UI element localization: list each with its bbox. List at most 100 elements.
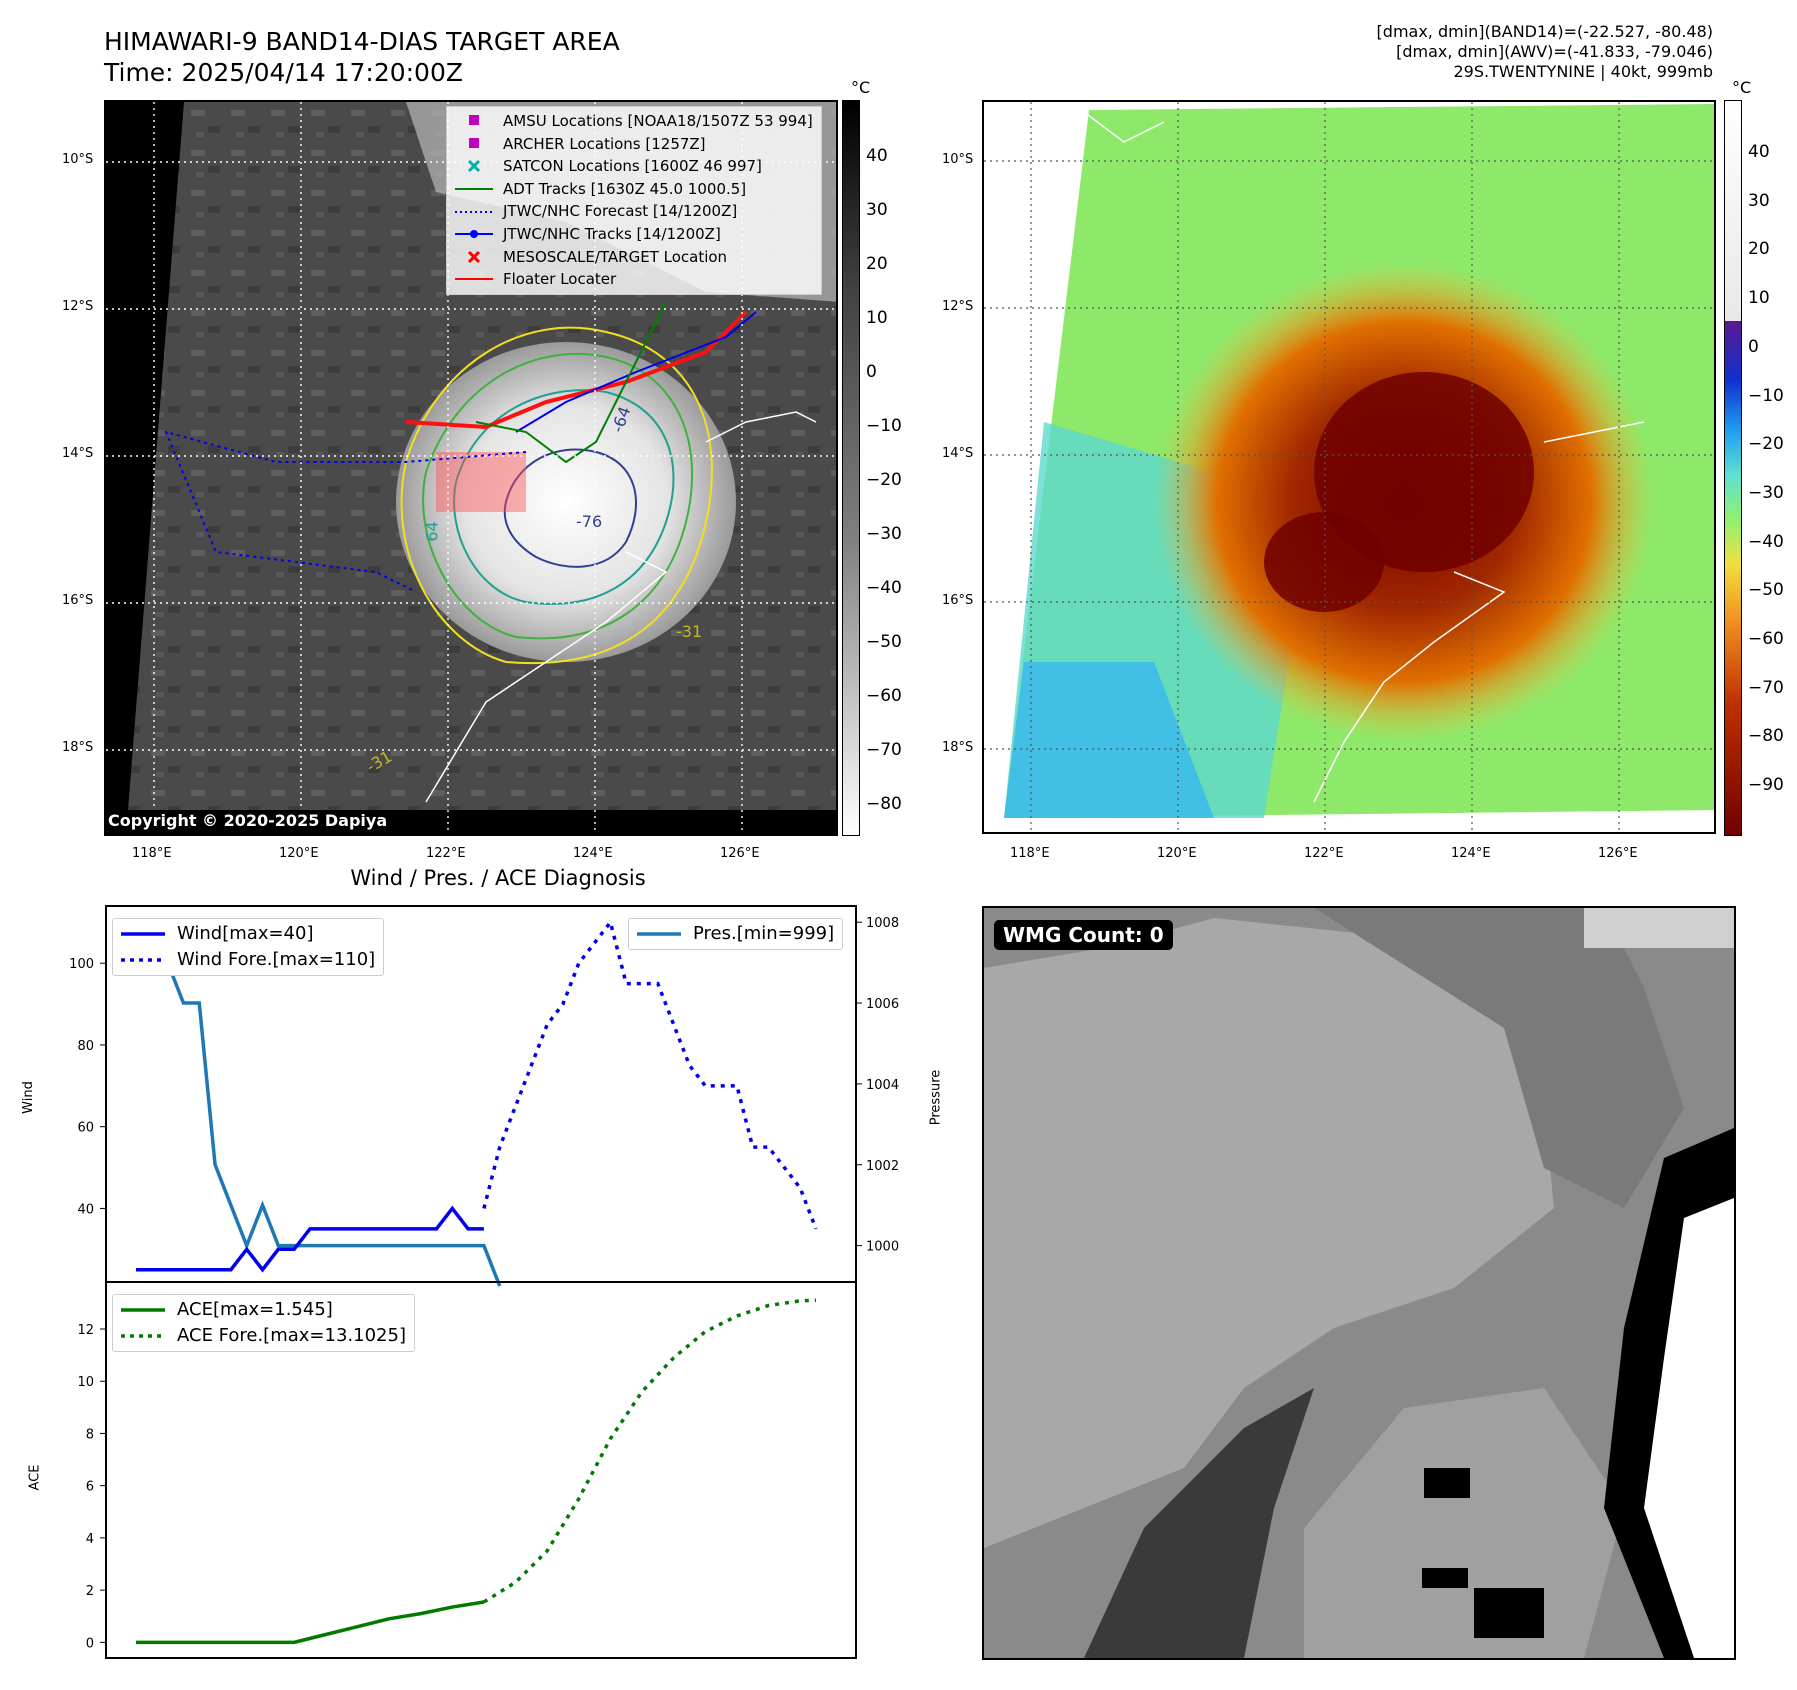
lon-tick-120e-right: 120°E <box>1157 846 1197 861</box>
ace-panel-frame <box>105 1281 857 1659</box>
colorbar-right-unit: °C <box>1732 78 1752 97</box>
colorbar-right-tick: 30 <box>1748 190 1770 211</box>
awv-map-image <box>984 102 1714 832</box>
diagnosis-chart: 40 60 80 100 1000 1002 1004 1006 1008 0 2 4 6 8 10 12 <box>69 905 899 1659</box>
lat-tick-14s-right: 14°S <box>942 446 974 461</box>
lat-tick-12s-left: 12°S <box>62 299 94 314</box>
ace-legend-item: ACE[max=1.545] <box>121 1299 333 1320</box>
wmg-black-blob-2 <box>1422 1568 1468 1588</box>
colorbar-left-tick: −30 <box>866 524 902 544</box>
stats-line-2: [dmax, dmin](AWV)=(-41.833, -79.046) <box>1396 42 1713 61</box>
colorbar-left-tick: −40 <box>866 578 902 598</box>
lon-tick-124e-left: 124°E <box>573 846 613 861</box>
contour-yellow <box>400 326 713 665</box>
colorbar-left-tick: 10 <box>866 308 888 328</box>
awv-core-inner <box>1314 372 1534 572</box>
colorbar-right-tick: 0 <box>1748 336 1759 357</box>
colorbar-right-tick: −20 <box>1748 434 1784 455</box>
lon-tick-124e-right: 124°E <box>1451 846 1491 861</box>
colorbar-right-tick: 10 <box>1748 288 1770 309</box>
colorbar-left <box>842 100 860 836</box>
wmg-dark-region <box>1084 1388 1314 1658</box>
wind-forecast-legend-item: Wind Fore.[max=110] <box>121 949 376 970</box>
wmg-image <box>984 908 1734 1658</box>
colorbar-right-tick: 20 <box>1748 239 1770 260</box>
colorbar-left-tick: 30 <box>866 200 888 220</box>
lon-tick-118e-right: 118°E <box>1010 846 1050 861</box>
lon-tick-118e-left: 118°E <box>132 846 172 861</box>
lat-tick-18s-right: 18°S <box>942 740 974 755</box>
lat-tick-18s-left: 18°S <box>62 740 94 755</box>
ace-legend: ACE[max=1.545] ACE Fore.[max=13.1025] <box>112 1294 415 1352</box>
legend-archer: ARCHER Locations [1257Z] <box>453 133 813 156</box>
colorbar-left-tick: 20 <box>866 254 888 274</box>
colorbar-right-tick: −40 <box>1748 531 1784 552</box>
contour-label-4: 64 <box>422 521 442 542</box>
pres-tick-label: 1000 <box>866 1240 899 1255</box>
adt-track <box>475 301 667 464</box>
pres-tick-label: 1008 <box>866 916 899 931</box>
ace-series-line <box>136 1600 485 1645</box>
wind-tick-label: 100 <box>69 957 94 972</box>
colorbar-left-tick: 0 <box>866 362 877 382</box>
contour-label-3: -31 <box>676 622 703 641</box>
lon-tick-126e-left: 126°E <box>720 846 760 861</box>
floater-box <box>436 452 526 512</box>
pres-legend: Pres.[min=999] <box>628 918 844 950</box>
wmg-mid-region <box>1314 908 1684 1208</box>
contour-teal <box>453 389 675 605</box>
wind-series-line <box>136 1205 484 1273</box>
legend-jtwc-tracks: JTWC/NHC Tracks [14/1200Z] <box>453 223 813 246</box>
wind-tick-label: 80 <box>77 1039 94 1054</box>
contour-label-2: -76 <box>576 512 603 531</box>
lat-tick-16s-left: 16°S <box>62 593 94 608</box>
contour-green <box>422 352 694 640</box>
lon-tick-122e-left: 122°E <box>426 846 466 861</box>
pres-series-line <box>134 921 502 1287</box>
lat-tick-16s-right: 16°S <box>942 593 974 608</box>
wmg-top-right-shade <box>1584 908 1734 948</box>
wmg-black-blob-3 <box>1474 1588 1544 1638</box>
awv-coastline <box>1083 111 1645 803</box>
diagnosis-title: Wind / Pres. / ACE Diagnosis <box>350 866 646 890</box>
map-legend: AMSU Locations [NOAA18/1507Z 53 994] ARC… <box>446 106 822 295</box>
ace-forecast-series-line <box>482 1298 817 1604</box>
floater-track <box>405 310 748 430</box>
jtwc-track <box>515 311 757 433</box>
awv-core-inner-2 <box>1264 512 1384 612</box>
colorbar-right <box>1724 100 1742 836</box>
colorbar-left-unit: °C <box>851 78 871 97</box>
colorbar-right-tick: −90 <box>1748 775 1784 796</box>
colorbar-right-tick: −30 <box>1748 482 1784 503</box>
legend-adt: ADT Tracks [1630Z 45.0 1000.5] <box>455 179 747 198</box>
ace-forecast-legend-item: ACE Fore.[max=13.1025] <box>121 1325 406 1346</box>
legend-floater: Floater Locater <box>455 270 617 289</box>
coastline <box>425 411 817 803</box>
colorbar-left-tick: −20 <box>866 470 902 490</box>
ace-tick-label: 6 <box>86 1480 94 1495</box>
legend-satcon: SATCON Locations [1600Z 46 997] <box>453 155 813 178</box>
lon-tick-120e-left: 120°E <box>279 846 319 861</box>
title-line-2: Time: 2025/04/14 17:20:00Z <box>104 58 463 87</box>
stats-block: [dmax, dmin](BAND14)=(-22.527, -80.48) [… <box>1377 22 1713 82</box>
colorbar-right-tick: −70 <box>1748 677 1784 698</box>
colorbar-right-tick: −60 <box>1748 629 1784 649</box>
colorbar-right-tick: −50 <box>1748 580 1784 601</box>
legend-jtwc-forecast: JTWC/NHC Forecast [14/1200Z] <box>455 202 738 221</box>
legend-amsu: AMSU Locations [NOAA18/1507Z 53 994] <box>453 110 813 133</box>
ace-tick-label: 2 <box>86 1584 94 1599</box>
colorbar-right-tick: −10 <box>1748 385 1784 406</box>
ace-tick-label: 12 <box>77 1323 94 1338</box>
wind-legend: Wind[max=40] Wind Fore.[max=110] <box>112 918 385 976</box>
pres-legend-item: Pres.[min=999] <box>637 923 835 944</box>
lon-tick-122e-right: 122°E <box>1304 846 1344 861</box>
lat-tick-14s-left: 14°S <box>62 446 94 461</box>
awv-grid <box>984 102 1714 832</box>
wmg-count-badge: WMG Count: 0 <box>994 920 1173 950</box>
colorbar-right-tick: −80 <box>1748 726 1784 747</box>
lat-tick-10s-right: 10°S <box>942 152 974 167</box>
pres-tick-label: 1004 <box>866 1078 899 1093</box>
ace-tick-label: 0 <box>86 1636 94 1651</box>
lat-tick-10s-left: 10°S <box>62 152 94 167</box>
colorbar-left-tick: −50 <box>866 632 902 652</box>
